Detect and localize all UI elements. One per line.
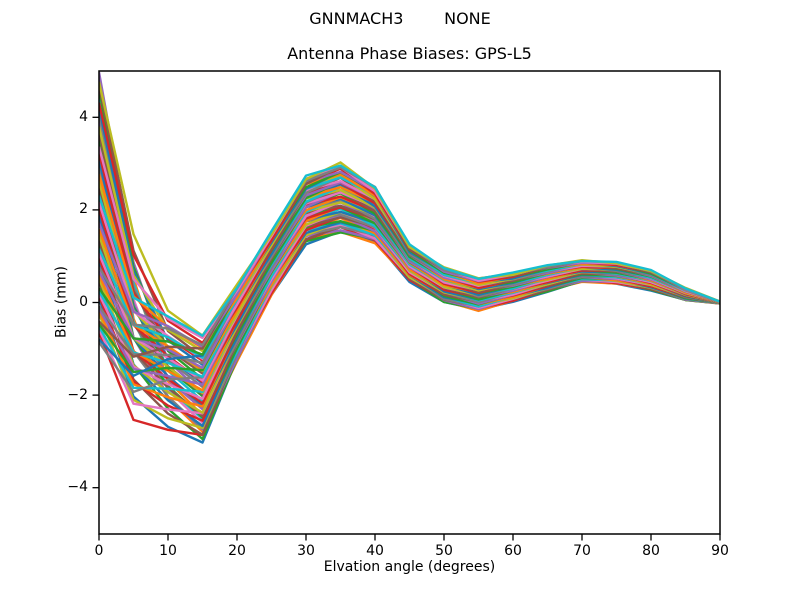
bias-curve [99, 102, 720, 345]
bias-curve [99, 81, 720, 337]
bias-curve [99, 164, 720, 337]
axes-frame [98, 70, 721, 535]
y-axis-label: Bias (mm) [53, 265, 70, 339]
bias-curve [99, 126, 720, 353]
axes-title: Antenna Phase Biases: GPS-L5 [287, 44, 532, 63]
x-axis-label: Elvation angle (degrees) [323, 559, 496, 575]
bias-curve [99, 85, 720, 359]
figure-suptitle: GNNMACH3 NONE [309, 9, 491, 28]
bias-curve [99, 107, 720, 366]
tick-marks-group [92, 116, 721, 541]
bias-curves-group [99, 71, 720, 444]
